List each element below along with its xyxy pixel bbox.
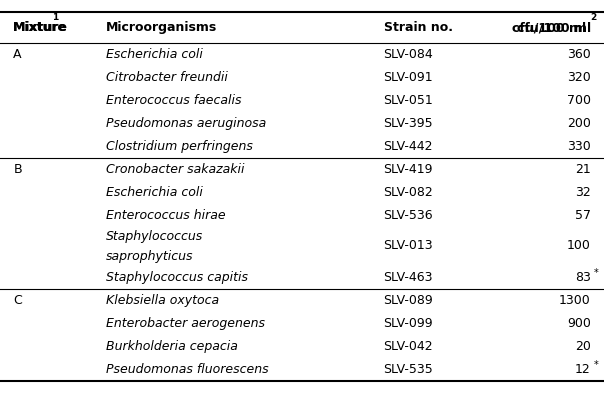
Text: SLV-419: SLV-419 <box>384 163 433 176</box>
Text: 21: 21 <box>575 163 591 176</box>
Text: cfu/100 ml: cfu/100 ml <box>516 21 591 34</box>
Text: 57: 57 <box>575 209 591 222</box>
Text: SLV-395: SLV-395 <box>384 118 433 130</box>
Text: Mixture: Mixture <box>13 21 72 34</box>
Text: Escherichia coli: Escherichia coli <box>106 48 202 61</box>
Text: B: B <box>13 163 22 176</box>
Text: Staphylococcus: Staphylococcus <box>106 230 203 243</box>
Text: Pseudomonas aeruginosa: Pseudomonas aeruginosa <box>106 118 266 130</box>
Text: 320: 320 <box>567 71 591 84</box>
Text: *: * <box>594 360 599 370</box>
Text: 360: 360 <box>567 48 591 61</box>
Text: SLV-089: SLV-089 <box>384 294 433 307</box>
Text: 12: 12 <box>575 363 591 376</box>
Text: 20: 20 <box>575 340 591 353</box>
Text: SLV-536: SLV-536 <box>384 209 433 222</box>
Text: Staphylococcus capitis: Staphylococcus capitis <box>106 271 248 284</box>
Text: Microorganisms: Microorganisms <box>106 21 217 34</box>
Text: SLV-463: SLV-463 <box>384 271 433 284</box>
Text: Enterococcus hirae: Enterococcus hirae <box>106 209 225 222</box>
Text: SLV-051: SLV-051 <box>384 94 433 107</box>
Text: Burkholderia cepacia: Burkholderia cepacia <box>106 340 237 353</box>
Text: 32: 32 <box>575 186 591 199</box>
Text: saprophyticus: saprophyticus <box>106 250 193 263</box>
Text: Enterococcus faecalis: Enterococcus faecalis <box>106 94 241 107</box>
Text: SLV-042: SLV-042 <box>384 340 433 353</box>
Text: SLV-442: SLV-442 <box>384 140 433 153</box>
Text: 1300: 1300 <box>559 294 591 307</box>
Text: *: * <box>594 268 599 277</box>
Text: SLV-013: SLV-013 <box>384 239 433 252</box>
Text: SLV-084: SLV-084 <box>384 48 433 61</box>
Text: 100: 100 <box>567 239 591 252</box>
Text: 330: 330 <box>567 140 591 153</box>
Text: 2: 2 <box>591 13 597 22</box>
Text: 200: 200 <box>567 118 591 130</box>
Text: C: C <box>13 294 22 307</box>
Text: Citrobacter freundii: Citrobacter freundii <box>106 71 228 84</box>
Text: Cronobacter sakazakii: Cronobacter sakazakii <box>106 163 244 176</box>
Text: A: A <box>13 48 22 61</box>
Text: SLV-091: SLV-091 <box>384 71 433 84</box>
Text: SLV-535: SLV-535 <box>384 363 433 376</box>
Text: SLV-099: SLV-099 <box>384 317 433 330</box>
Text: Mixture: Mixture <box>13 21 67 34</box>
Text: SLV-082: SLV-082 <box>384 186 433 199</box>
Text: 900: 900 <box>567 317 591 330</box>
Text: Clostridium perfringens: Clostridium perfringens <box>106 140 252 153</box>
Text: Klebsiella oxytoca: Klebsiella oxytoca <box>106 294 219 307</box>
Text: 1: 1 <box>52 13 58 22</box>
Text: Strain no.: Strain no. <box>384 21 452 34</box>
Text: 83: 83 <box>575 271 591 284</box>
Text: Pseudomonas fluorescens: Pseudomonas fluorescens <box>106 363 268 376</box>
Text: cfu/100 ml: cfu/100 ml <box>512 21 591 34</box>
Text: Escherichia coli: Escherichia coli <box>106 186 202 199</box>
Text: Enterobacter aerogenens: Enterobacter aerogenens <box>106 317 265 330</box>
Text: 700: 700 <box>567 94 591 107</box>
